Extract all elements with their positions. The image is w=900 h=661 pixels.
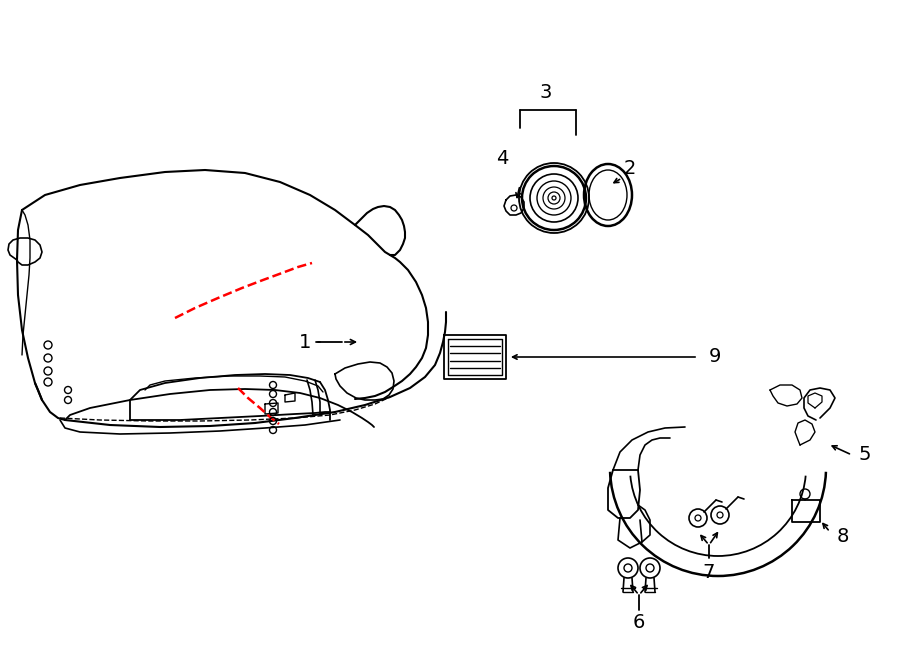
Text: 7: 7: [703, 563, 716, 582]
Text: 8: 8: [837, 527, 850, 545]
Text: 3: 3: [540, 83, 553, 102]
Text: 9: 9: [709, 348, 721, 366]
Text: 1: 1: [299, 332, 311, 352]
Text: 4: 4: [496, 149, 508, 167]
Text: 2: 2: [624, 159, 636, 178]
Text: 6: 6: [633, 613, 645, 631]
Text: 5: 5: [859, 446, 871, 465]
